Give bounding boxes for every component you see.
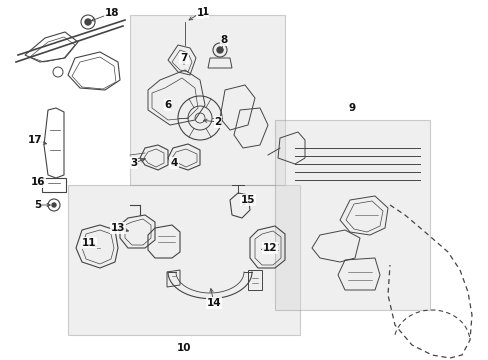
Text: 10: 10 [176, 343, 191, 353]
Text: 1: 1 [196, 8, 203, 18]
Text: 15: 15 [240, 195, 255, 205]
Bar [274, 120, 429, 310]
Text: 8: 8 [220, 35, 227, 45]
Text: 3: 3 [130, 158, 137, 168]
Circle shape [52, 203, 56, 207]
Text: 5: 5 [34, 200, 41, 210]
Text: 6: 6 [164, 100, 171, 110]
Text: 14: 14 [206, 298, 221, 308]
Circle shape [85, 19, 91, 25]
Bar [68, 185, 299, 335]
Text: 16: 16 [31, 177, 45, 187]
Circle shape [217, 47, 223, 53]
Text: 2: 2 [214, 117, 221, 127]
Text: 17: 17 [28, 135, 42, 145]
Text: 12: 12 [262, 243, 277, 253]
Bar [130, 15, 285, 185]
Text: 7: 7 [180, 53, 187, 63]
Text: 18: 18 [104, 8, 119, 18]
Text: 4: 4 [170, 158, 177, 168]
Text: 13: 13 [110, 223, 125, 233]
Text: 11: 11 [81, 238, 96, 248]
Text: 1: 1 [201, 7, 208, 17]
Text: 9: 9 [348, 103, 355, 113]
